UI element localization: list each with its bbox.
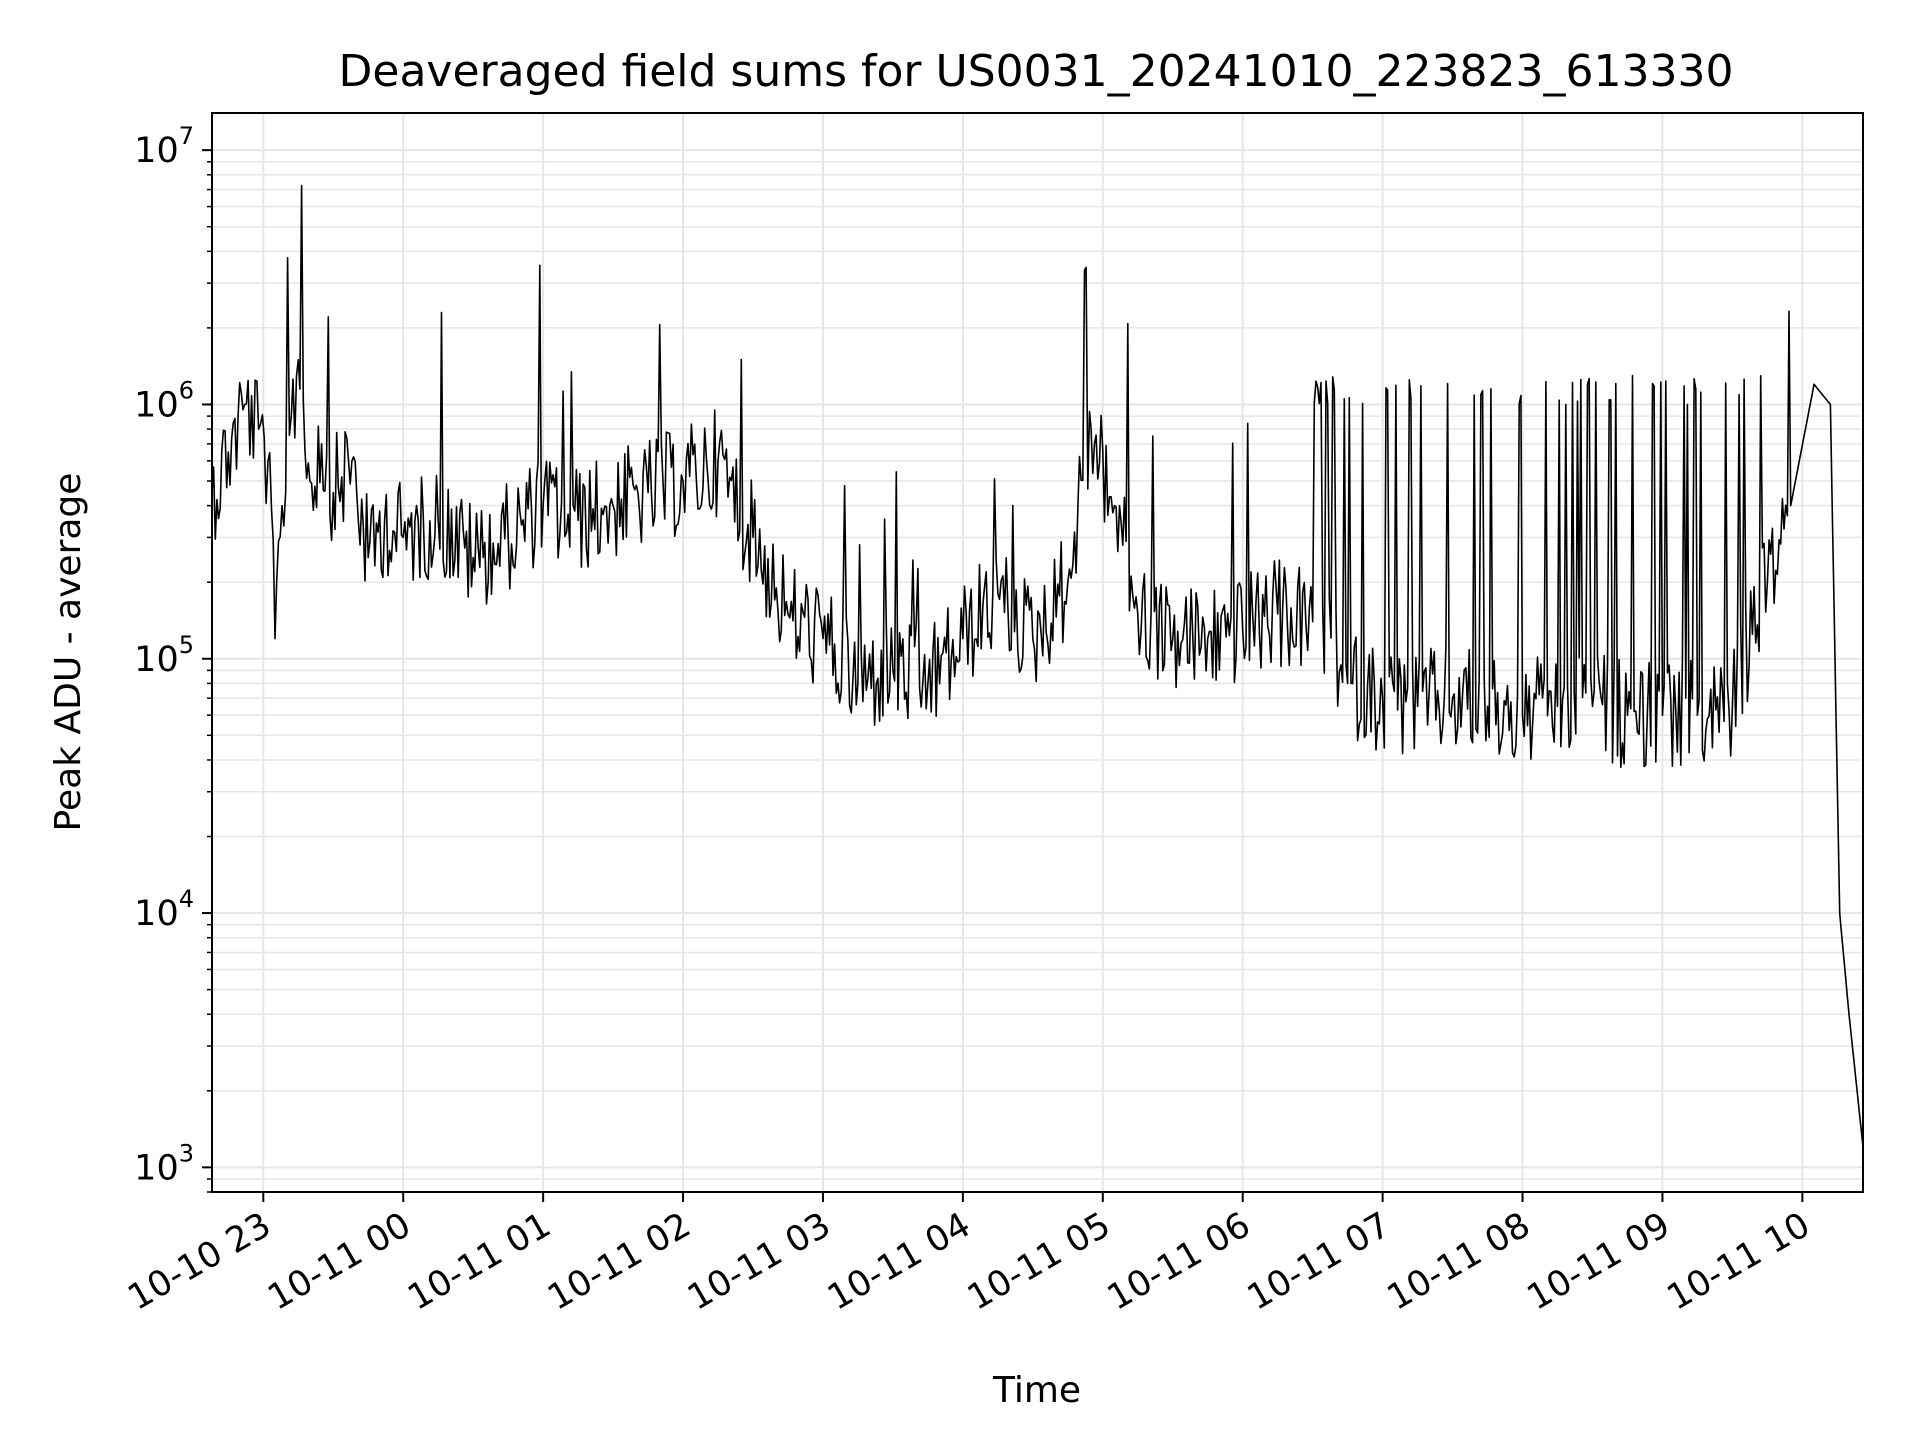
series-line: [211, 184, 1864, 1148]
y-axis: 103 104 105 106 107: [134, 122, 212, 1193]
chart-title: Deaveraged field sums for US0031_2024101…: [339, 46, 1734, 97]
y-tick-label: 104: [134, 885, 194, 934]
x-axis-label: Time: [992, 1370, 1081, 1411]
y-axis-label: Peak ADU - average: [48, 473, 89, 832]
grid-lines: [212, 113, 1863, 1193]
y-tick-label: 107: [134, 122, 194, 171]
y-tick-label: 105: [134, 631, 194, 680]
y-tick-label: 103: [134, 1139, 194, 1188]
y-tick-label: 106: [134, 376, 194, 425]
plot-frame: [211, 112, 1864, 1193]
